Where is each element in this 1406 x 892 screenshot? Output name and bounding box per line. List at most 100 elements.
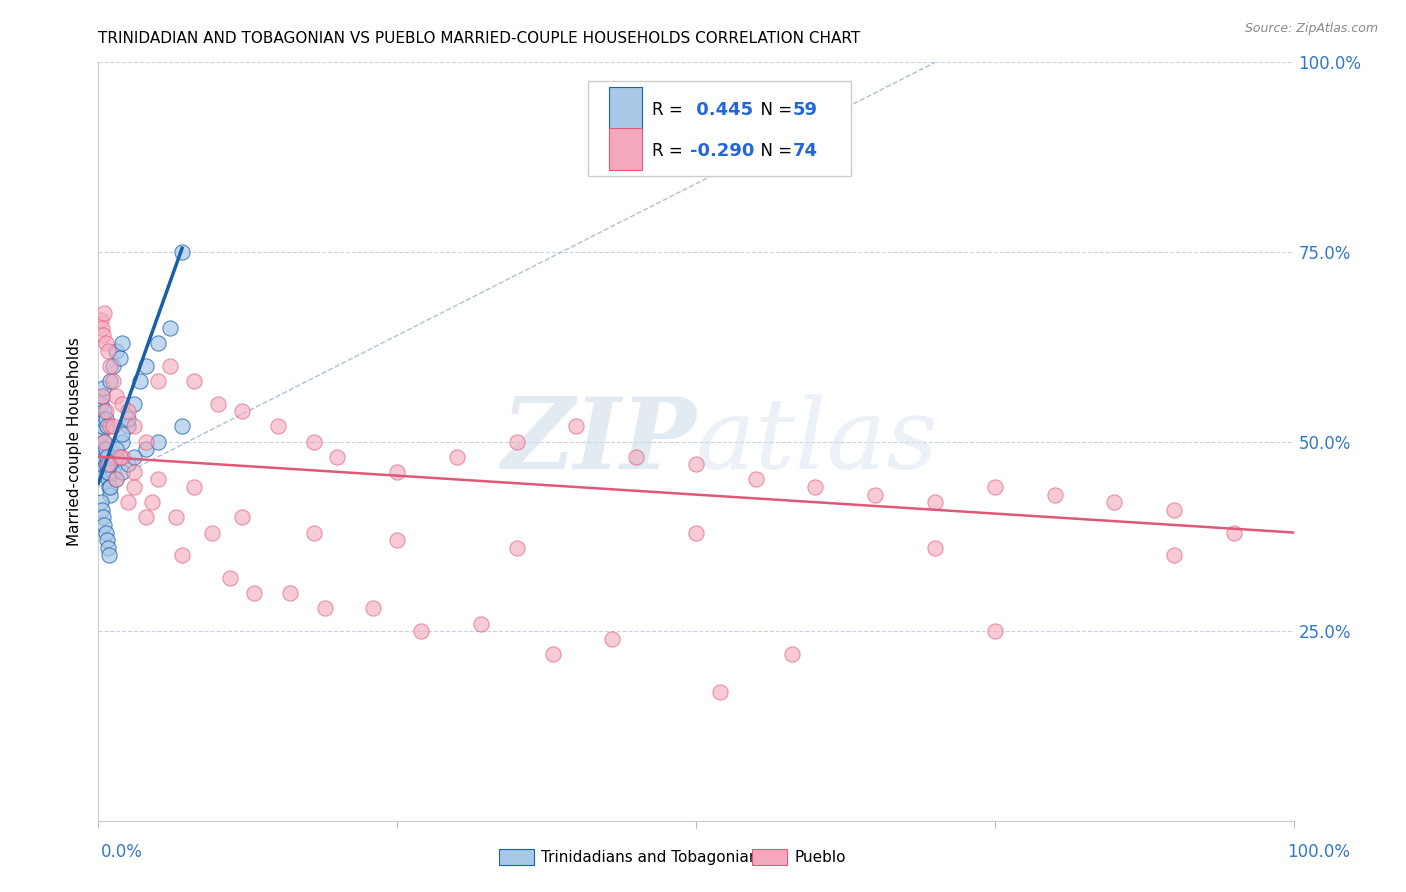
Point (94, 404, 117, 418)
Point (93, 434, 115, 449)
Bar (609, 128, 643, 169)
Point (231, 404, 253, 418)
Point (98, 548, 121, 563)
Text: -0.290: -0.290 (690, 142, 755, 160)
Point (626, 450, 648, 464)
Point (98, 419, 122, 434)
Text: Pueblo: Pueblo (794, 850, 846, 864)
Text: TRINIDADIAN AND TOBAGONIAN VS PUEBLO MARRIED-COUPLE HOUSEHOLDS CORRELATION CHART: TRINIDADIAN AND TOBAGONIAN VS PUEBLO MAR… (98, 31, 860, 46)
Point (97, 343, 120, 358)
Point (148, 335, 170, 350)
Point (984, 480, 1007, 494)
Text: atlas: atlas (696, 394, 939, 489)
Point (363, 601, 385, 615)
Point (183, 374, 205, 388)
Text: Trinidadians and Tobagonians: Trinidadians and Tobagonians (541, 850, 766, 864)
Text: R =: R = (652, 101, 688, 119)
Point (96, 465, 118, 479)
Point (124, 480, 146, 494)
Point (94, 525, 117, 540)
Point (780, 647, 803, 661)
Point (101, 359, 124, 373)
Point (93, 434, 115, 449)
Point (267, 419, 290, 434)
Point (183, 480, 205, 494)
Point (101, 419, 124, 434)
Point (117, 458, 139, 472)
Y-axis label: Married-couple Households: Married-couple Households (67, 337, 83, 546)
Point (105, 389, 128, 403)
Point (124, 450, 146, 464)
Text: 0.445: 0.445 (690, 101, 754, 119)
Point (90, 313, 112, 327)
Point (117, 404, 139, 418)
Point (135, 442, 157, 457)
Point (201, 525, 224, 540)
Point (111, 335, 134, 350)
Point (135, 359, 157, 373)
Text: 59: 59 (793, 101, 818, 119)
Text: 74: 74 (793, 142, 818, 160)
Point (101, 465, 124, 479)
Point (117, 412, 139, 426)
Point (108, 351, 131, 366)
Point (98, 480, 121, 494)
Point (685, 525, 707, 540)
Point (101, 374, 124, 388)
Point (135, 434, 157, 449)
Point (1163, 503, 1185, 517)
Point (91, 320, 114, 334)
FancyBboxPatch shape (589, 81, 852, 177)
Point (94, 412, 117, 426)
Point (117, 495, 139, 509)
Point (90, 495, 112, 509)
Point (91, 389, 114, 403)
Point (315, 601, 337, 615)
Point (984, 624, 1007, 639)
Point (111, 396, 134, 410)
Point (1104, 495, 1126, 509)
Point (98, 480, 122, 494)
Point (98, 458, 122, 472)
Point (302, 434, 325, 449)
Point (90, 396, 112, 410)
Point (96, 419, 118, 434)
Point (172, 548, 194, 563)
Point (1043, 487, 1066, 501)
Point (745, 473, 768, 487)
Point (159, 359, 181, 373)
Point (219, 571, 242, 585)
Point (91, 382, 114, 396)
Point (1163, 548, 1185, 563)
Point (602, 632, 624, 646)
Point (97, 473, 120, 487)
Point (94, 442, 117, 457)
Point (96, 450, 118, 464)
Point (111, 450, 134, 464)
Point (105, 450, 128, 464)
Point (90, 427, 112, 442)
Point (93, 305, 115, 319)
Point (111, 434, 134, 449)
Point (207, 396, 229, 410)
Point (91, 450, 114, 464)
Point (541, 647, 564, 661)
Point (124, 465, 146, 479)
Bar (609, 87, 643, 128)
Point (91, 328, 114, 343)
Point (93, 404, 115, 418)
Point (124, 396, 146, 410)
Point (96, 533, 118, 548)
Point (506, 541, 529, 555)
Point (159, 320, 181, 334)
Point (470, 616, 492, 631)
Point (804, 480, 827, 494)
Point (685, 458, 707, 472)
Point (105, 473, 128, 487)
Point (108, 450, 131, 464)
Point (243, 586, 266, 600)
Point (924, 495, 946, 509)
Point (111, 427, 134, 442)
Point (865, 487, 887, 501)
Point (506, 434, 529, 449)
